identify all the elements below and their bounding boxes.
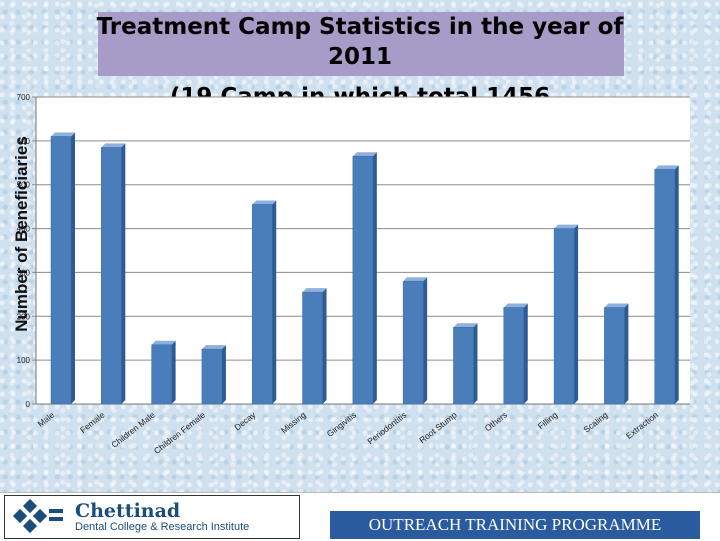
bar <box>352 155 374 405</box>
bar <box>604 307 625 405</box>
bar <box>553 228 575 405</box>
y-tick-label: 100 <box>17 356 31 365</box>
x-tick-label: Decay <box>232 409 258 432</box>
bar <box>654 169 675 405</box>
x-tick-label: Periodontitis <box>365 410 408 447</box>
bar-side <box>423 277 428 404</box>
bar-top <box>604 303 629 308</box>
y-tick-label: 200 <box>17 312 31 321</box>
y-tick-label: 400 <box>17 225 31 234</box>
bar <box>101 147 122 405</box>
logo-name: Chettinad <box>75 500 181 522</box>
bar <box>503 307 525 405</box>
y-tick-label: 0 <box>26 400 31 409</box>
x-tick-label: Children Male <box>109 410 157 450</box>
bar-top <box>51 132 75 137</box>
program-banner: OUTREACH TRAINING PROGRAMME <box>330 511 700 539</box>
x-tick-label: Root Stump <box>417 410 459 446</box>
bar-side <box>221 345 226 404</box>
bar <box>151 344 172 405</box>
chart-title-line-2: 2011 <box>327 44 392 70</box>
chart-title-line-1: Treatment Camp Statistics in the year of <box>96 14 624 40</box>
bar-side <box>674 165 679 404</box>
x-tick-label: Extraction <box>624 410 660 441</box>
y-tick-label: 600 <box>17 137 31 146</box>
bar-side <box>523 303 528 404</box>
logo-subtitle: Dental College & Research Institute <box>75 521 250 533</box>
y-tick-label: 500 <box>17 181 31 190</box>
x-tick-label: Others <box>483 410 509 434</box>
bar-top <box>654 165 679 170</box>
x-tick-label: Missing <box>279 410 308 436</box>
bar-top <box>101 143 126 148</box>
y-tick-label: 300 <box>17 268 31 277</box>
institution-logo: Chettinad Dental College & Research Inst… <box>4 495 300 539</box>
x-tick-label: Male <box>36 410 57 429</box>
x-tick-label: Gingivitis <box>325 410 358 439</box>
bar-side <box>121 143 126 404</box>
bar-side <box>322 288 327 404</box>
bar-top <box>201 345 226 350</box>
bar-top <box>302 288 327 293</box>
bar-top <box>453 323 478 328</box>
bar-top <box>403 277 428 282</box>
bar <box>302 291 323 405</box>
bar <box>402 280 424 405</box>
bar-side <box>171 340 176 404</box>
bar <box>201 348 223 405</box>
y-axis-label: Number of Beneficiaries <box>12 136 31 332</box>
logo-mark-icon <box>12 498 63 534</box>
bar-top <box>151 340 176 345</box>
bar-top <box>503 303 528 308</box>
y-tick-label: 700 <box>17 93 31 102</box>
bar <box>50 136 72 405</box>
x-tick-label: Scaling <box>581 410 609 435</box>
x-tick-label: Children Female <box>152 410 208 456</box>
x-tick-label: Female <box>78 410 107 435</box>
bar-top <box>352 152 377 157</box>
bar-side <box>372 152 377 404</box>
bar-top <box>554 224 579 229</box>
x-tick-label: Filling <box>536 410 560 432</box>
bar-side <box>272 200 277 404</box>
title-box <box>98 12 624 76</box>
bar <box>251 204 273 405</box>
bar-top <box>252 200 277 205</box>
bar-side <box>473 323 478 404</box>
bar <box>453 327 474 405</box>
bar-side <box>574 224 579 404</box>
bar-side <box>624 303 629 404</box>
bar-side <box>71 132 75 404</box>
